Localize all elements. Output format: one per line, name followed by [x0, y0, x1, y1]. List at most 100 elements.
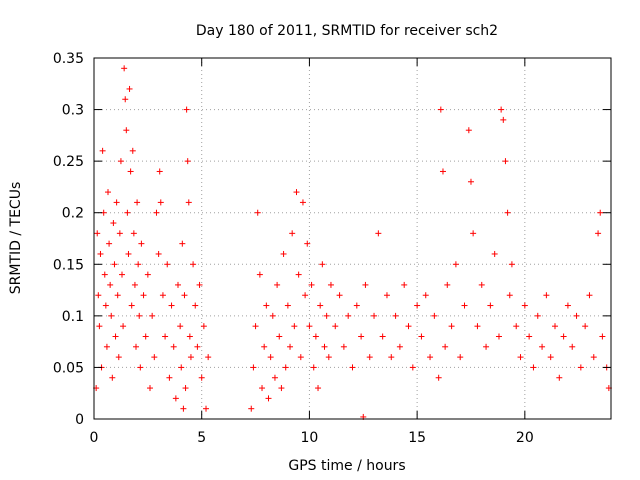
data-point — [142, 333, 149, 340]
data-point — [106, 240, 113, 247]
data-point — [448, 323, 455, 330]
data-point — [474, 323, 481, 330]
data-point — [109, 374, 116, 381]
data-point — [138, 240, 145, 247]
data-point — [120, 323, 127, 330]
data-point — [349, 364, 356, 371]
data-point — [465, 127, 472, 134]
data-point — [256, 271, 263, 278]
data-point — [119, 271, 126, 278]
x-tick-label: 0 — [90, 430, 99, 446]
data-point — [577, 364, 584, 371]
data-point — [180, 405, 187, 412]
data-point — [116, 230, 123, 237]
data-point — [97, 250, 104, 257]
data-point — [308, 281, 315, 288]
data-point — [312, 333, 319, 340]
data-point — [129, 147, 136, 154]
data-point — [467, 178, 474, 185]
data-point — [470, 230, 477, 237]
data-point — [336, 292, 343, 299]
data-point — [103, 343, 110, 350]
data-point — [582, 323, 589, 330]
data-point — [274, 281, 281, 288]
data-point — [115, 354, 122, 361]
data-point — [319, 261, 326, 268]
data-point — [280, 250, 287, 257]
data-point — [304, 240, 311, 247]
plot-frame — [93, 57, 612, 420]
data-point — [252, 323, 259, 330]
data-point — [112, 333, 119, 340]
data-point — [556, 374, 563, 381]
data-point — [383, 292, 390, 299]
y-tick-label: 0.35 — [53, 51, 84, 67]
data-point — [248, 405, 255, 412]
data-point — [164, 261, 171, 268]
data-point — [284, 302, 291, 309]
data-point — [551, 323, 558, 330]
data-point — [317, 302, 324, 309]
data-point — [325, 354, 332, 361]
data-point — [190, 261, 197, 268]
data-point — [196, 281, 203, 288]
data-point — [135, 261, 142, 268]
data-point — [375, 230, 382, 237]
data-point — [409, 364, 416, 371]
data-point — [170, 343, 177, 350]
data-point — [379, 333, 386, 340]
data-point — [513, 323, 520, 330]
data-point — [315, 385, 322, 392]
y-tick-label: 0.1 — [62, 309, 84, 325]
data-point — [96, 323, 103, 330]
data-point — [111, 261, 118, 268]
data-point — [130, 230, 137, 237]
data-point — [278, 385, 285, 392]
data-point — [573, 312, 580, 319]
data-point — [495, 333, 502, 340]
data-point — [168, 302, 175, 309]
data-point — [166, 374, 173, 381]
data-point — [297, 354, 304, 361]
data-point — [504, 209, 511, 216]
data-point — [269, 312, 276, 319]
data-point — [289, 230, 296, 237]
data-point — [205, 354, 212, 361]
data-point — [157, 199, 164, 206]
data-point — [560, 333, 567, 340]
data-point — [259, 385, 266, 392]
data-point — [437, 106, 444, 113]
data-point — [172, 395, 179, 402]
data-point — [327, 281, 334, 288]
data-point — [140, 292, 147, 299]
data-point — [127, 168, 134, 175]
data-point — [295, 271, 302, 278]
data-point — [265, 395, 272, 402]
grid — [94, 58, 611, 419]
data-point — [586, 292, 593, 299]
data-point — [547, 354, 554, 361]
data-point — [178, 364, 185, 371]
data-point — [153, 209, 160, 216]
data-point — [131, 281, 138, 288]
data-point — [405, 323, 412, 330]
x-tick-label: 10 — [301, 430, 319, 446]
data-point — [452, 261, 459, 268]
x-tick-label: 5 — [197, 430, 206, 446]
data-point — [122, 96, 129, 103]
data-point — [175, 281, 182, 288]
y-tick-label: 0.25 — [53, 154, 84, 170]
data-point — [136, 312, 143, 319]
data-point — [478, 281, 485, 288]
y-tick-label: 0.05 — [53, 360, 84, 376]
x-tick-label: 15 — [408, 430, 426, 446]
data-point — [323, 312, 330, 319]
x-tick-label: 20 — [516, 430, 534, 446]
data-point — [569, 343, 576, 350]
data-point — [123, 127, 130, 134]
data-point — [506, 292, 513, 299]
data-point — [418, 333, 425, 340]
data-point — [183, 106, 190, 113]
